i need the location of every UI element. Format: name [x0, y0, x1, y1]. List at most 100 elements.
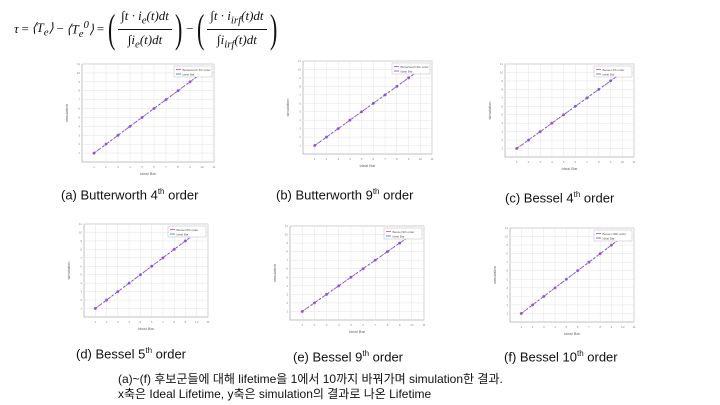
y-tick-label: 8: [286, 250, 288, 254]
legend-box: [593, 65, 633, 78]
data-point: [116, 290, 119, 293]
data-point: [542, 295, 545, 298]
y-axis-label: simulation: [272, 264, 277, 282]
y-tick-label: 11: [505, 226, 508, 230]
x-tick-label: 5: [361, 157, 363, 161]
data-point: [94, 307, 97, 310]
y-tick-label: 4: [78, 124, 80, 128]
data-point: [93, 152, 95, 155]
y-tick-label: 2: [501, 138, 503, 142]
y-tick-label: 5: [286, 275, 288, 279]
panel-a: 1 1 2 2 3 3 4 4 5 5 6 6 7 7 8 8 9 9 10 10 11 11 Ideal Bar simul…: [62, 58, 220, 178]
data-point: [386, 250, 389, 253]
x-tick-label: 1: [520, 325, 522, 329]
y-tick-label: 10: [500, 70, 504, 74]
x-tick-label: 5: [566, 325, 568, 329]
x-tick-label: 4: [349, 157, 351, 161]
x-axis-label: Ideal Bar: [359, 163, 376, 168]
y-tick-label: 8: [80, 247, 82, 251]
x-tick-label: 2: [326, 157, 328, 161]
y-tick-label: 4: [501, 121, 503, 125]
y-tick-label: 3: [78, 133, 80, 137]
x-tick-label: 7: [384, 157, 386, 161]
x-tick-label: 3: [326, 323, 328, 327]
data-point: [372, 102, 375, 105]
data-point: [165, 98, 167, 101]
y-tick-label: 9: [501, 79, 503, 83]
y-tick-label: 7: [80, 256, 82, 260]
x-tick-label: 6: [153, 165, 155, 169]
data-point: [362, 267, 365, 270]
x-tick-label: 11: [632, 325, 635, 329]
y-tick-label: 6: [78, 107, 80, 111]
y-tick-label: 8: [78, 89, 80, 93]
panel-e: 1 1 2 2 3 3 4 4 5 5 6 6 7 7 8 8 9 9 10 10 11 11 Ideal Bar simul…: [270, 220, 430, 336]
data-point: [550, 122, 553, 125]
x-tick-label: 6: [575, 160, 577, 164]
data-point: [313, 301, 316, 304]
fraction-irf-denominator: ∫iirf(t)dt: [217, 31, 257, 51]
fraction-e-numerator: ∫t · ie(t)dt: [118, 8, 172, 30]
data-point: [128, 282, 131, 285]
data-point: [597, 88, 600, 91]
x-tick-label: 9: [408, 157, 410, 161]
y-tick-label: 6: [501, 104, 503, 108]
y-tick-label: 8: [299, 84, 301, 88]
data-point: [576, 269, 579, 272]
y-tick-label: 9: [286, 241, 288, 245]
x-tick-label: 10: [621, 325, 625, 329]
x-tick-label: 8: [177, 165, 179, 169]
x-tick-label: 10: [200, 165, 204, 169]
x-tick-label: 6: [362, 323, 364, 327]
y-tick-label: 1: [501, 147, 503, 151]
x-tick-label: 8: [598, 160, 600, 164]
x-tick-label: 7: [162, 320, 164, 324]
data-point: [599, 252, 602, 255]
y-tick-label: 1: [80, 307, 82, 311]
x-tick-label: 1: [94, 320, 96, 324]
x-tick-label: 5: [141, 165, 143, 169]
series-line: [93, 72, 203, 154]
y-tick-label: 2: [299, 135, 301, 139]
y-tick-label: 7: [299, 93, 301, 97]
y-tick-label: 5: [501, 113, 503, 117]
series-line: [314, 69, 421, 146]
x-tick-label: 10: [195, 320, 199, 324]
y-tick-label: 3: [299, 127, 301, 131]
x-tick-label: 8: [173, 320, 175, 324]
y-tick-label: 4: [286, 284, 288, 288]
x-tick-label: 11: [212, 165, 215, 169]
y-axis-label: simulation: [66, 261, 71, 279]
x-axis-label: Ideal Bar: [564, 331, 581, 336]
y-tick-label: 4: [506, 286, 508, 290]
y-tick-label: 10: [505, 235, 509, 239]
data-point: [161, 256, 164, 259]
legend-label: Ideal Bar: [401, 69, 413, 73]
data-point: [325, 293, 328, 296]
y-tick-label: 5: [80, 273, 82, 277]
x-tick-label: 10: [621, 160, 625, 164]
legend-box: [167, 225, 207, 238]
y-tick-label: 9: [506, 243, 508, 247]
x-tick-label: 9: [399, 323, 401, 327]
data-point: [325, 136, 328, 139]
x-tick-label: 2: [106, 320, 108, 324]
y-tick-label: 7: [506, 260, 508, 264]
y-tick-label: 8: [506, 252, 508, 256]
legend-label: Ideal Bar: [183, 72, 195, 76]
data-point: [129, 125, 131, 128]
y-tick-label: 7: [78, 98, 80, 102]
y-axis-label: simulation: [64, 104, 69, 122]
data-point: [189, 80, 191, 83]
fraction-irf: ∫t · iirf(t)dt ∫iirf(t)dt: [207, 8, 267, 51]
panel-f: 1 1 2 2 3 3 4 4 5 5 6 6 7 7 8 8 9 9 10 10 11 11 Ideal Bar simul…: [490, 222, 640, 338]
data-point: [384, 93, 387, 96]
right-paren-1: ): [174, 6, 183, 51]
x-tick-label: 8: [599, 325, 601, 329]
series-line: [301, 234, 413, 312]
x-tick-label: 9: [185, 320, 187, 324]
y-tick-label: 1: [299, 144, 301, 148]
y-tick-label: 9: [80, 239, 82, 243]
data-point: [153, 107, 155, 110]
